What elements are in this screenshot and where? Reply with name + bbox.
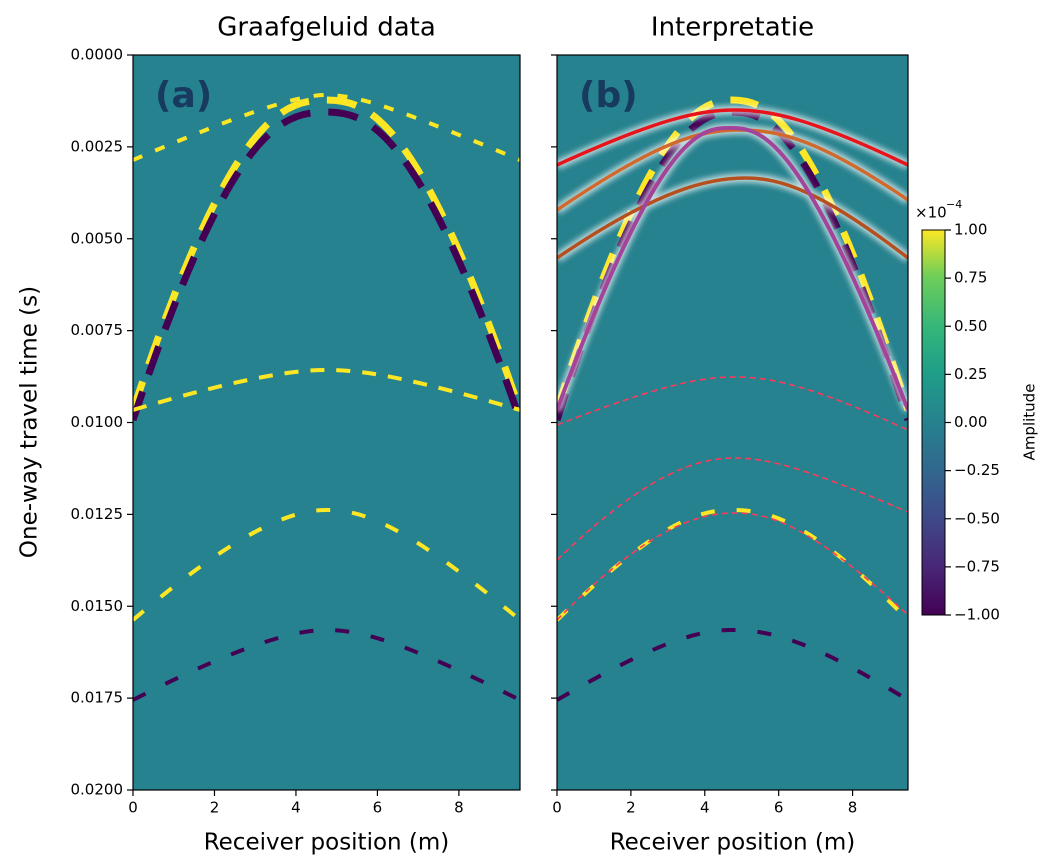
colorbar-tick-label: 1.00 bbox=[954, 221, 987, 239]
x-tick-label: 2 bbox=[210, 799, 220, 817]
y-tick-label: 0.0050 bbox=[71, 229, 124, 247]
colorbar-tick-label: −1.00 bbox=[954, 606, 1000, 624]
colorbar-multiplier: ×10 bbox=[915, 204, 947, 222]
colorbar-tick-label: 0.25 bbox=[954, 365, 987, 383]
colorbar bbox=[921, 229, 946, 616]
panel-label: (b) bbox=[579, 75, 638, 116]
colorbar-tick-label: −0.25 bbox=[954, 461, 1000, 479]
colorbar-tick-label: 0.00 bbox=[954, 413, 987, 431]
panel-label: (a) bbox=[155, 75, 212, 116]
x-tick-label: 4 bbox=[291, 799, 301, 817]
y-tick-label: 0.0200 bbox=[71, 781, 124, 799]
y-tick-label: 0.0150 bbox=[71, 597, 124, 615]
x-tick-label: 6 bbox=[774, 799, 784, 817]
y-tick-label: 0.0175 bbox=[71, 689, 124, 707]
y-tick-label: 0.0125 bbox=[71, 505, 124, 523]
x-tick-label: 0 bbox=[128, 799, 138, 817]
x-tick-label: 2 bbox=[626, 799, 636, 817]
panel-title: Interpretatie bbox=[651, 13, 814, 43]
y-axis-label: One-way travel time (s) bbox=[17, 286, 43, 558]
x-axis-label: Receiver position (m) bbox=[610, 830, 856, 856]
colorbar-tick-label: −0.75 bbox=[954, 557, 1000, 575]
y-tick-label: 0.0100 bbox=[71, 413, 124, 431]
colorbar-tick-label: −0.50 bbox=[954, 509, 1000, 527]
x-tick-label: 0 bbox=[552, 799, 562, 817]
x-tick-label: 8 bbox=[454, 799, 464, 817]
interpretation bbox=[557, 105, 908, 621]
x-axis-label: Receiver position (m) bbox=[204, 830, 450, 856]
colorbar-tick-label: 0.50 bbox=[954, 317, 987, 335]
x-tick-label: 6 bbox=[373, 799, 383, 817]
x-tick-label: 8 bbox=[848, 799, 858, 817]
panel-title: Graafgeluid data bbox=[217, 13, 436, 43]
panel-a-image bbox=[133, 55, 520, 790]
colorbar-tick-label: 0.75 bbox=[954, 269, 987, 287]
colorbar-exponent: −4 bbox=[946, 198, 962, 211]
y-tick-label: 0.0025 bbox=[71, 137, 124, 155]
y-tick-label: 0.0000 bbox=[71, 46, 124, 64]
y-tick-label: 0.0075 bbox=[71, 321, 124, 339]
x-tick-label: 4 bbox=[700, 799, 710, 817]
colorbar-label: Amplitude bbox=[1021, 384, 1039, 461]
reflections-a bbox=[133, 92, 520, 702]
